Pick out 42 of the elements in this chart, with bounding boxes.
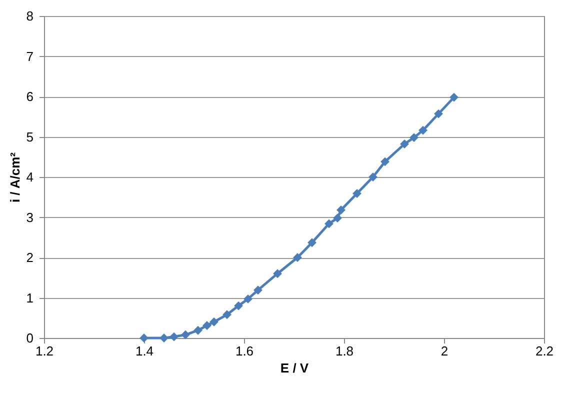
- y-tick-label: 0: [26, 330, 34, 346]
- x-tick-label: 1.8: [335, 344, 354, 358]
- point: [418, 126, 428, 135]
- point: [434, 109, 443, 118]
- point: [181, 330, 190, 340]
- point: [254, 286, 262, 295]
- point: [160, 334, 168, 342]
- point: [210, 317, 218, 326]
- point: [333, 214, 342, 223]
- point: [324, 219, 334, 228]
- point: [244, 294, 252, 304]
- y-tick-label: 1: [26, 290, 34, 306]
- x-tick-label: 2: [440, 344, 448, 358]
- point: [222, 310, 232, 320]
- y-tick-label: 4: [26, 170, 34, 184]
- point: [450, 92, 458, 102]
- x-axis-title: E / V: [280, 360, 309, 376]
- point: [352, 189, 362, 198]
- point: [234, 301, 243, 310]
- point: [202, 321, 212, 330]
- point: [368, 172, 378, 182]
- y-axis-title: i / A/cm²: [7, 152, 22, 203]
- point: [380, 157, 390, 166]
- point: [410, 133, 418, 142]
- y-tick-label: 3: [26, 210, 34, 225]
- x-tick-label: 1.6: [235, 344, 254, 358]
- point: [336, 206, 346, 214]
- point: [140, 334, 148, 342]
- y-tick-label: 2: [26, 250, 34, 265]
- point: [170, 332, 178, 342]
- x-tick-label: 1.2: [35, 344, 54, 358]
- x-tick-label: 1.4: [135, 344, 154, 358]
- y-tick-label: 6: [26, 89, 34, 104]
- y-tick-label: 5: [26, 129, 34, 144]
- point: [400, 140, 409, 148]
- x-tick-label: 2.2: [535, 344, 554, 358]
- y-tick-label: 8: [26, 8, 34, 24]
- point: [194, 326, 202, 335]
- y-tick-label: 7: [26, 48, 34, 64]
- point: [293, 253, 302, 262]
- point: [308, 238, 316, 248]
- point: [273, 269, 282, 278]
